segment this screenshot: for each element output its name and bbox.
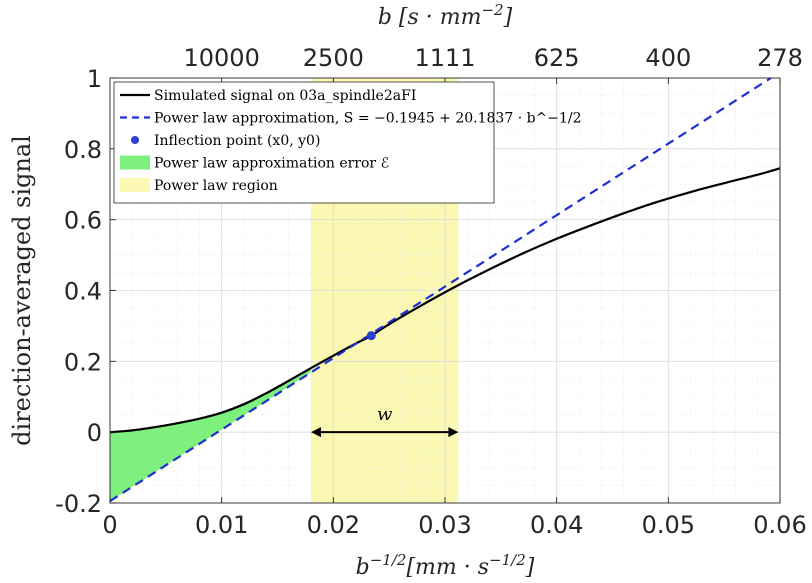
legend-entry-label: Power law approximation error ℰ <box>154 156 389 172</box>
x-tick-label: 0.03 <box>418 511 471 539</box>
x-tick-label: 0 <box>102 511 117 539</box>
axes-layer: 0 0.01 0.02 0.03 0.04 0.05 0.06-0.200.20.40.60… <box>55 44 807 539</box>
x-axis-label: b−1/2[mm · s−1/2] <box>356 551 535 580</box>
y-axis-label: direction-averaged signal <box>8 135 36 446</box>
y-tick-label: -0.2 <box>55 490 102 518</box>
top-tick-label: 2500 <box>303 44 364 72</box>
power-law-line <box>109 77 772 502</box>
axis-labels-layer: b [s · mm−2] b−1/2[mm · s−1/2] direction-a… <box>8 1 535 580</box>
top-tick-label: 400 <box>645 44 691 72</box>
series-layer <box>109 77 781 502</box>
top-axis-label: b [s · mm−2] <box>378 1 513 30</box>
top-tick-label: 10000 <box>183 44 259 72</box>
legend-swatch-patch <box>120 155 150 170</box>
legend-entry-label: Inflection point (x0, y0) <box>154 133 320 149</box>
x-tick-label: 0.01 <box>195 511 248 539</box>
y-tick-label: 1 <box>87 65 102 93</box>
legend-entry-label: Power law region <box>154 178 278 194</box>
width-annotation-label: w <box>377 404 393 425</box>
width-arrow-right-head <box>448 427 459 438</box>
x-tick-label: 0.02 <box>307 511 360 539</box>
y-tick-label: 0 <box>87 419 102 447</box>
annotation-layer: w <box>311 404 459 438</box>
x-tick-label: 0.06 <box>753 511 806 539</box>
top-tick-label: 278 <box>757 44 803 72</box>
legend-entry-label: Simulated signal on 03a_spindle2aFI <box>154 88 416 104</box>
legend-swatch-patch <box>120 178 150 192</box>
top-tick-label: 625 <box>534 44 580 72</box>
legend-box <box>113 81 495 204</box>
legend-entry-label: Power law approximation, S = −0.1945 + 2… <box>154 111 582 127</box>
y-tick-label: 0.8 <box>64 136 102 164</box>
y-tick-label: 0.6 <box>64 207 102 235</box>
top-tick-label: 1111 <box>414 44 475 72</box>
x-tick-label: 0.04 <box>530 511 583 539</box>
legend: Simulated signal on 03a_spindle2aFI Power… <box>113 81 582 204</box>
legend-swatch-marker <box>131 136 139 144</box>
y-tick-label: 0.2 <box>64 348 102 376</box>
width-arrow-left-head <box>311 427 321 438</box>
inflection-point-marker <box>366 331 376 341</box>
y-tick-label: 0.4 <box>64 278 102 306</box>
x-tick-label: 0.05 <box>642 511 695 539</box>
simulated-signal-line <box>109 167 781 434</box>
